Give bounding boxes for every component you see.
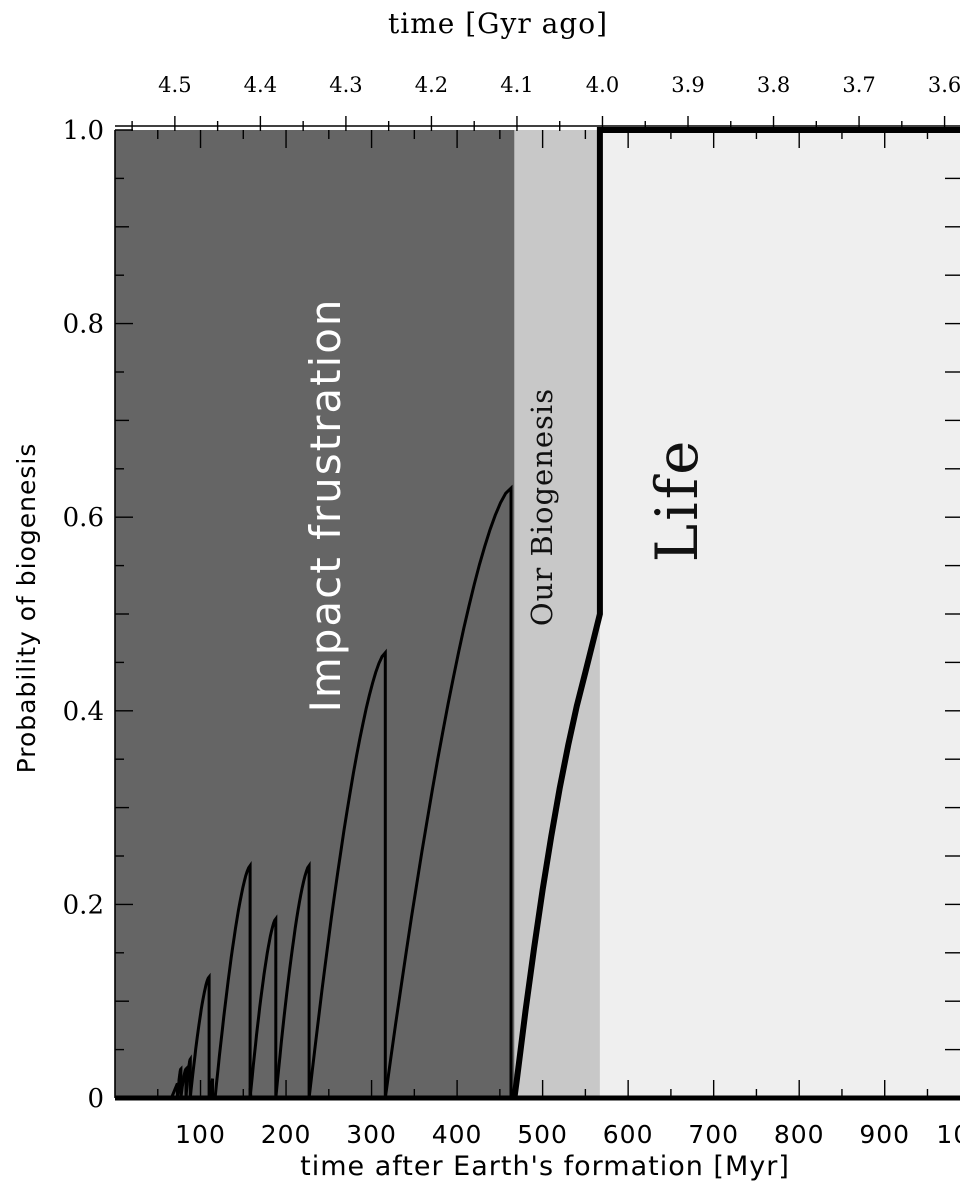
region-band-2 bbox=[599, 130, 960, 1098]
x-tick-label: 1000 bbox=[936, 1120, 960, 1149]
tick-labels: 100 200 300 400 500 600 700 800 900 1000 0 0.2 0.4 0.… bbox=[63, 73, 960, 1149]
top-tick-label: 3.9 bbox=[671, 73, 704, 97]
region-label-our-biogenesis: Our Biogenesis bbox=[525, 388, 559, 626]
frustration-ramp-3 bbox=[184, 1054, 192, 1099]
biogenesis-probability-line bbox=[511, 127, 960, 1099]
top-tick-label: 4.0 bbox=[586, 73, 619, 97]
x-tick-label: 800 bbox=[774, 1120, 825, 1149]
frustration-ramp-5 bbox=[207, 1078, 214, 1099]
x-tick-label: 900 bbox=[859, 1120, 910, 1149]
frustration-ramp-1 bbox=[175, 1065, 183, 1099]
top-tick-label: 3.6 bbox=[928, 73, 960, 97]
axis-lines bbox=[114, 125, 960, 1101]
frustration-ramp-11 bbox=[383, 484, 513, 1099]
region-label-impact-frustration: Impact frustration bbox=[301, 297, 350, 712]
x-tick-label: 400 bbox=[432, 1120, 483, 1149]
y-tick-label: 0.6 bbox=[63, 503, 104, 533]
x-axis-title: time after Earth's formation [Myr] bbox=[300, 1151, 790, 1182]
top-tick-label: 4.2 bbox=[415, 73, 448, 97]
top-tick-label: 3.7 bbox=[842, 73, 875, 97]
y-tick-label: 0.2 bbox=[63, 890, 104, 920]
top-tick-label: 4.3 bbox=[329, 73, 362, 97]
x-tick-label: 100 bbox=[175, 1120, 226, 1149]
y-tick-label: 0 bbox=[87, 1084, 104, 1114]
frustration-ramp-4 bbox=[188, 972, 211, 1099]
top-tick-label: 4.4 bbox=[244, 73, 277, 97]
frustration-ramp-10 bbox=[307, 648, 387, 1099]
y-tick-label: 1.0 bbox=[63, 116, 104, 146]
top-axis-title: time [Gyr ago] bbox=[388, 7, 608, 40]
x-tick-label: 600 bbox=[603, 1120, 654, 1149]
y-tick-label: 0.8 bbox=[63, 310, 104, 340]
x-tick-label: 300 bbox=[346, 1120, 397, 1149]
region-bands bbox=[115, 130, 960, 1098]
region-band-1 bbox=[514, 130, 600, 1098]
region-label-life: Life bbox=[643, 438, 711, 563]
frustration-ramp-7 bbox=[213, 860, 252, 1099]
top-tick-label: 3.8 bbox=[757, 73, 790, 97]
axis-ticks bbox=[115, 116, 960, 1099]
region-band-0 bbox=[115, 130, 515, 1098]
x-tick-label: 200 bbox=[261, 1120, 312, 1149]
frustration-ramp-9 bbox=[274, 860, 311, 1099]
top-tick-label: 4.5 bbox=[158, 73, 191, 97]
y-tick-label: 0.4 bbox=[63, 697, 104, 727]
x-tick-label: 500 bbox=[517, 1120, 568, 1149]
frustration-ramp-8 bbox=[248, 914, 278, 1099]
frustration-ramp-2 bbox=[179, 1065, 188, 1099]
y-axis-title: Probability of biogenesis bbox=[12, 443, 41, 774]
x-tick-label: 700 bbox=[688, 1120, 739, 1149]
data-series bbox=[170, 127, 960, 1099]
top-tick-label: 4.1 bbox=[500, 73, 533, 97]
